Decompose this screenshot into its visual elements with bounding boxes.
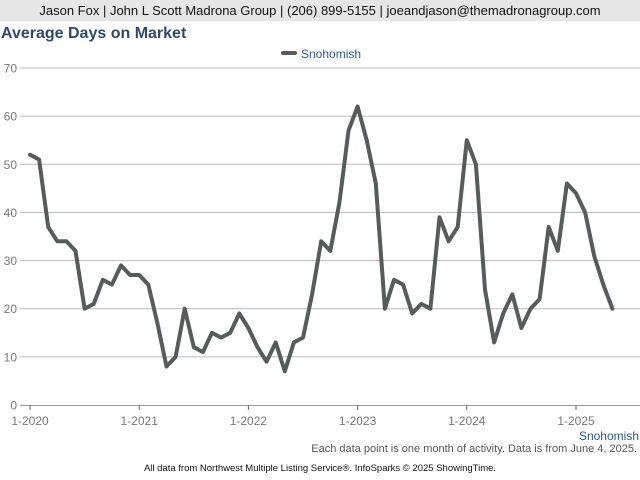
data-point [583, 210, 587, 214]
data-point [192, 345, 196, 349]
data-point [465, 138, 469, 142]
data-point [501, 312, 505, 316]
source-attribution: All data from Northwest Multiple Listing… [143, 463, 497, 474]
data-point [301, 336, 305, 340]
data-point [74, 249, 78, 253]
data-point [374, 182, 378, 186]
data-point [210, 331, 214, 335]
series-end-label: Snohomish [579, 429, 639, 443]
series-line-snohomish [28, 104, 615, 374]
data-point [83, 307, 87, 311]
data-point [510, 292, 514, 296]
data-point [319, 239, 323, 243]
data-point [155, 321, 159, 325]
data-point [392, 278, 396, 282]
x-tick-label: 1-2022 [230, 414, 268, 428]
data-point [246, 326, 250, 330]
y-tick-label: 40 [4, 206, 18, 220]
data-point [356, 105, 360, 109]
data-point [137, 273, 141, 277]
y-tick-label: 0 [10, 399, 17, 413]
data-point [101, 278, 105, 282]
data-point [337, 201, 341, 205]
data-point [428, 307, 432, 311]
data-point [55, 239, 59, 243]
legend-label: Snohomish [301, 47, 361, 61]
data-point [46, 225, 50, 229]
data-point [228, 331, 232, 335]
data-point [37, 157, 41, 161]
data-point [419, 302, 423, 306]
data-point [128, 273, 132, 277]
data-point [483, 287, 487, 291]
data-point [565, 182, 569, 186]
data-point [292, 340, 296, 344]
x-tick-label: 1-2020 [11, 414, 49, 428]
data-point [556, 249, 560, 253]
data-point [474, 162, 478, 166]
data-point [456, 225, 460, 229]
data-point [283, 369, 287, 373]
data-point [310, 292, 314, 296]
data-point [547, 225, 551, 229]
x-tick-label: 1-2025 [557, 414, 595, 428]
data-point [256, 345, 260, 349]
data-point [119, 263, 123, 267]
data-point [265, 360, 269, 364]
data-point [165, 364, 169, 368]
data-point [92, 302, 96, 306]
data-point [438, 215, 442, 219]
data-point [383, 307, 387, 311]
data-point [110, 283, 114, 287]
x-tick-label: 1-2023 [339, 414, 377, 428]
x-tick-label: 1-2021 [121, 414, 159, 428]
data-point [519, 326, 523, 330]
data-point [365, 138, 369, 142]
data-point [529, 307, 533, 311]
data-point [28, 153, 32, 157]
data-point [592, 254, 596, 258]
data-point [401, 283, 405, 287]
data-point [347, 129, 351, 133]
data-point [146, 283, 150, 287]
y-tick-label: 30 [4, 254, 18, 268]
data-point [328, 249, 332, 253]
y-tick-label: 50 [4, 158, 18, 172]
agent-contact-banner: Jason Fox | John L Scott Madrona Group |… [0, 0, 640, 21]
x-tick-label: 1-2024 [448, 414, 486, 428]
y-tick-label: 20 [4, 302, 18, 316]
data-point [64, 239, 68, 243]
y-tick-label: 70 [4, 62, 18, 76]
data-point [410, 312, 414, 316]
data-point [219, 336, 223, 340]
data-point [574, 191, 578, 195]
data-point [538, 297, 542, 301]
data-note: Each data point is one month of activity… [311, 443, 637, 455]
data-point [492, 340, 496, 344]
y-tick-label: 60 [4, 110, 18, 124]
data-point [201, 350, 205, 354]
data-point [237, 312, 241, 316]
data-point [174, 355, 178, 359]
data-point [610, 307, 614, 311]
data-point [601, 283, 605, 287]
chart-title: Average Days on Market [1, 25, 187, 42]
data-point [183, 307, 187, 311]
y-tick-label: 10 [4, 350, 18, 364]
data-point [447, 239, 451, 243]
data-point [274, 340, 278, 344]
